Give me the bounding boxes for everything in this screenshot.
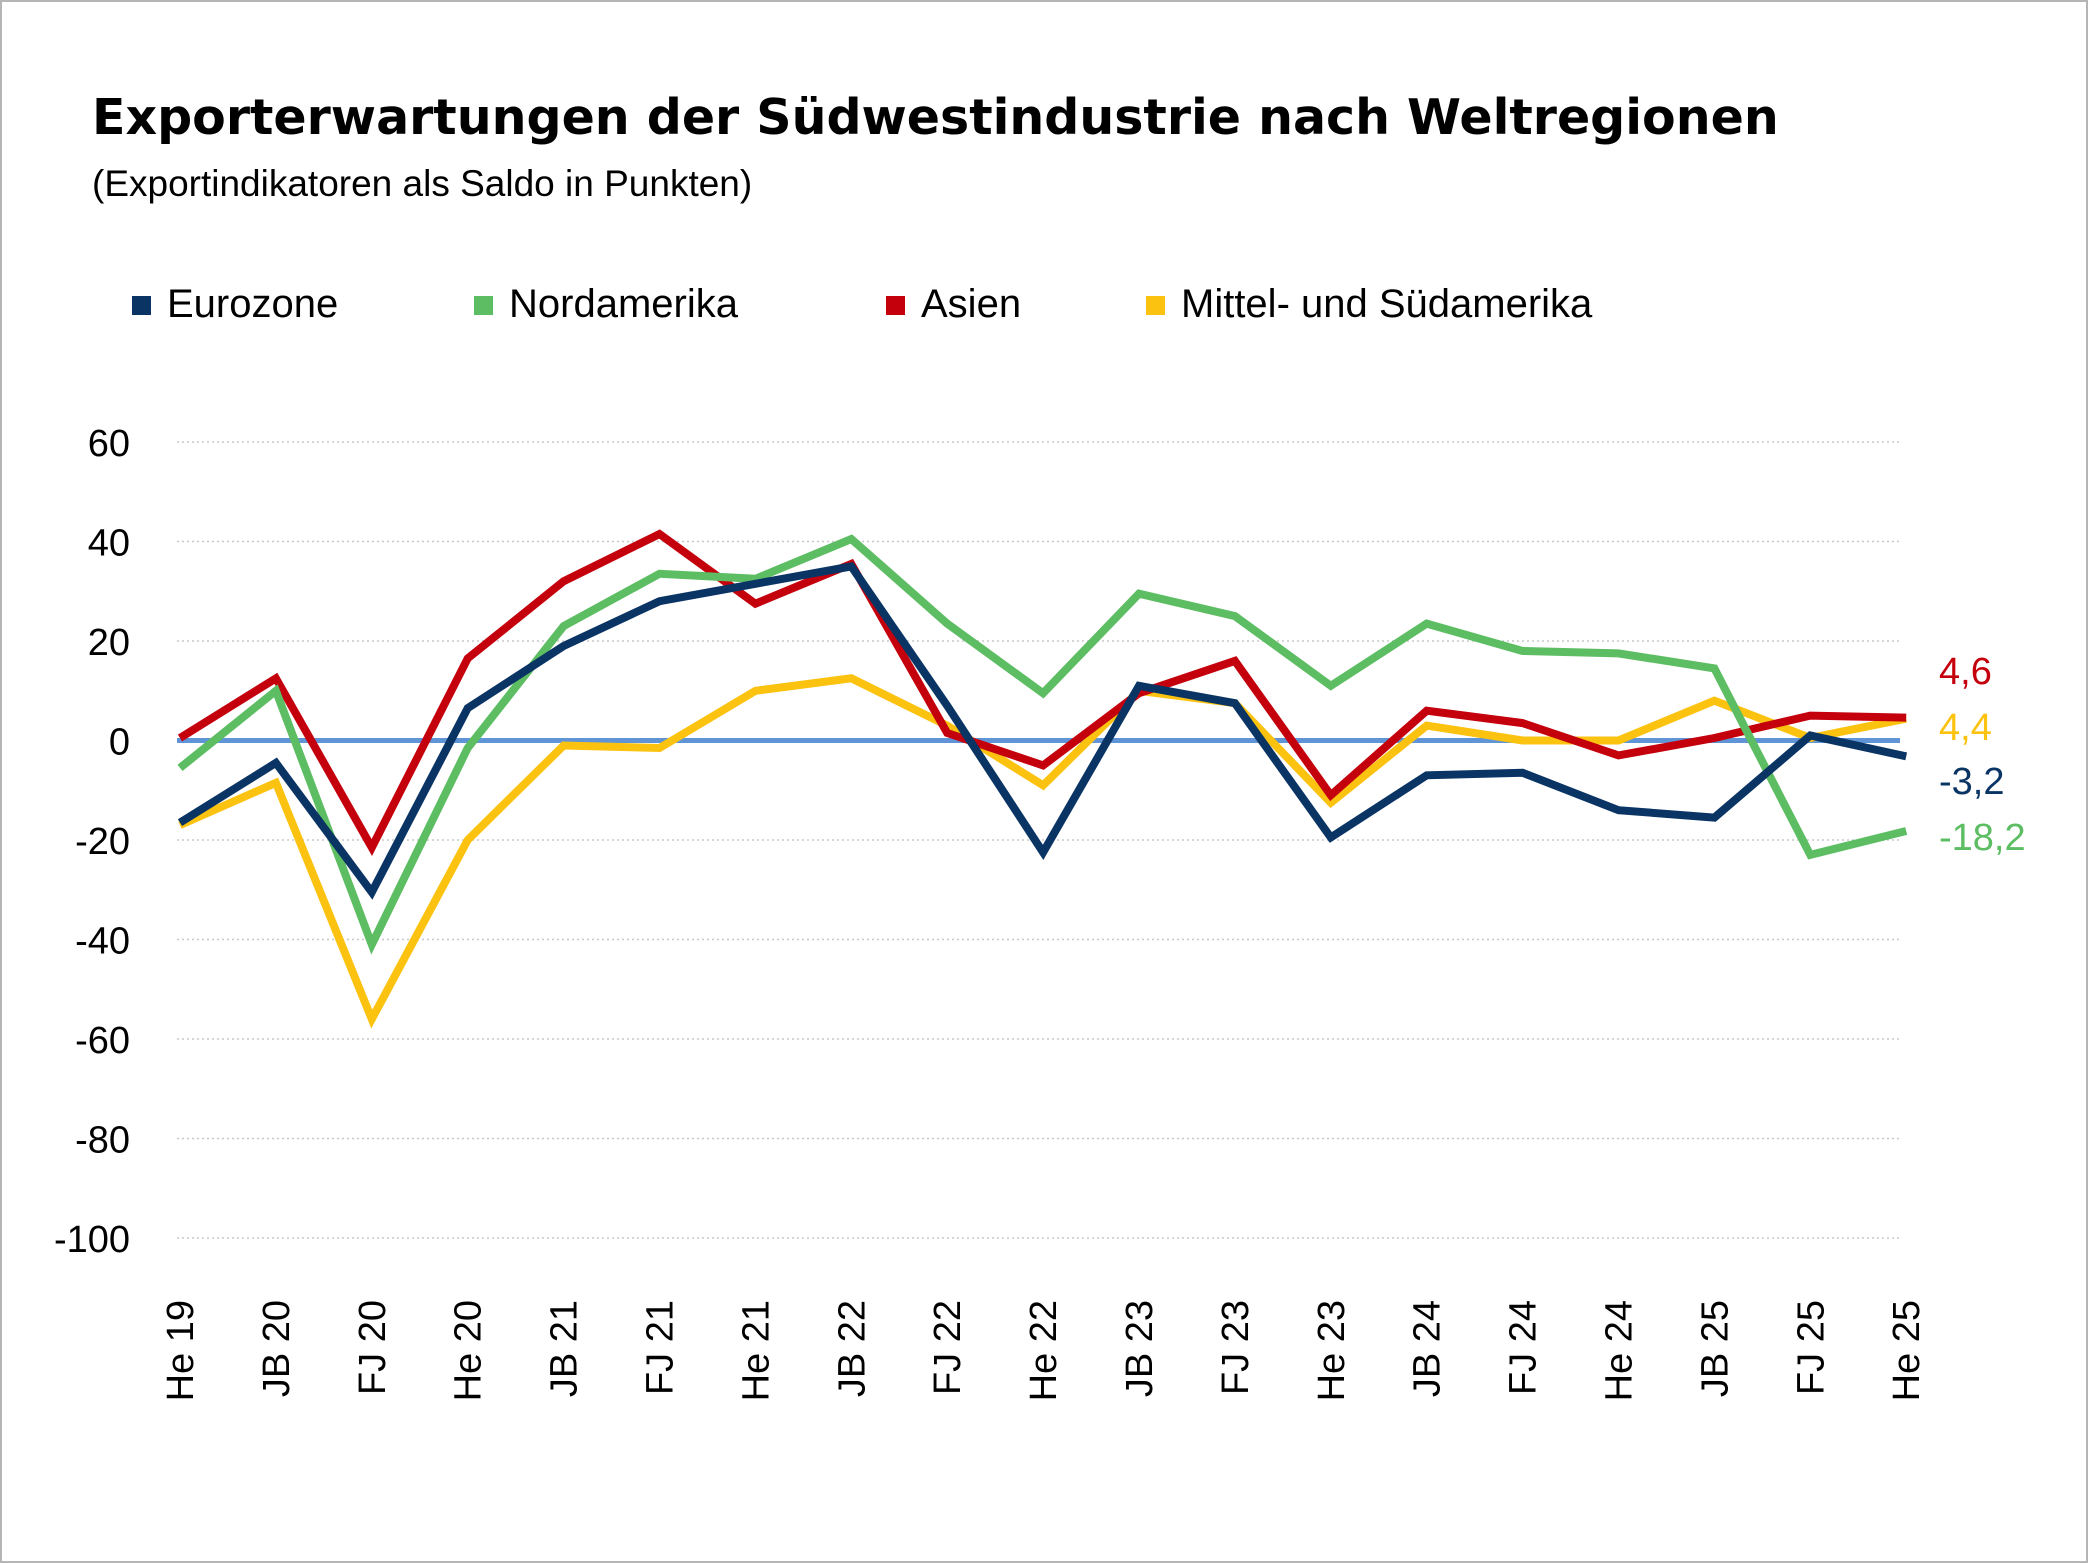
x-axis-tick-labels: He 19 JB 20 FJ 20 He 20 JB 21 FJ 21 He 21 JB 22…: [160, 1300, 1928, 1401]
x-tick-label: FJ 22: [927, 1300, 969, 1395]
x-tick-label: He 21: [735, 1300, 777, 1401]
x-tick-label: He 19: [160, 1300, 202, 1401]
x-tick-label: FJ 20: [352, 1300, 394, 1395]
x-tick-label: JB 24: [1407, 1300, 1449, 1397]
x-tick-label: FJ 21: [640, 1300, 682, 1395]
y-tick-label: -60: [75, 1020, 130, 1062]
legend-swatch-mittel-suedamerika: [1146, 296, 1165, 315]
legend-swatch-asien: [886, 296, 905, 315]
x-tick-label: FJ 25: [1790, 1300, 1832, 1395]
legend-label-mittel-suedamerika: Mittel- und Südamerika: [1181, 282, 1593, 326]
y-tick-label: 0: [109, 722, 130, 764]
chart-title: Exporterwartungen der Südwestindustrie n…: [92, 89, 1779, 146]
legend: Eurozone Nordamerika Asien Mittel- und S…: [132, 282, 1593, 326]
end-label-nordamerika: -18,2: [1939, 817, 2026, 859]
x-tick-label: FJ 24: [1503, 1300, 1545, 1395]
end-label-mittel-und-suedamerika: 4,4: [1939, 707, 1992, 749]
x-tick-label: He 23: [1311, 1300, 1353, 1401]
x-tick-label: JB 22: [831, 1300, 873, 1397]
y-tick-label: -40: [75, 921, 130, 963]
x-tick-label: JB 23: [1119, 1300, 1161, 1397]
chart-subtitle: (Exportindikatoren als Saldo in Punkten): [92, 163, 752, 204]
x-tick-label: FJ 23: [1215, 1300, 1257, 1395]
legend-label-eurozone: Eurozone: [167, 282, 338, 326]
y-tick-label: 40: [88, 523, 130, 565]
series-line-nordamerika: [177, 534, 1908, 955]
x-tick-label: JB 21: [544, 1300, 586, 1397]
legend-swatch-eurozone: [132, 296, 151, 315]
legend-label-nordamerika: Nordamerika: [509, 282, 739, 326]
end-value-labels: 4,4 4,6 -18,2 -3,2: [1939, 651, 2026, 859]
y-tick-label: 60: [88, 423, 130, 465]
x-tick-label: He 25: [1886, 1300, 1928, 1401]
x-tick-label: JB 25: [1694, 1300, 1736, 1397]
x-tick-label: He 24: [1599, 1300, 1641, 1401]
y-tick-label: 20: [88, 622, 130, 664]
legend-swatch-nordamerika: [474, 296, 493, 315]
legend-label-asien: Asien: [921, 282, 1021, 326]
y-axis-tick-labels: 60 40 20 0 -20 -40 -60 -80 -100: [54, 423, 130, 1261]
series-line-asien: [177, 529, 1907, 856]
y-tick-label: -20: [75, 821, 130, 863]
series-line-mittel-und-suedamerika: [178, 674, 1907, 1029]
series-line-eurozone: [177, 562, 1908, 900]
x-tick-label: JB 20: [256, 1300, 298, 1397]
series-lines: [177, 529, 1908, 1029]
y-tick-label: -100: [54, 1219, 130, 1261]
x-tick-label: He 22: [1023, 1300, 1065, 1401]
x-tick-label: He 20: [448, 1300, 490, 1401]
y-tick-label: -80: [75, 1120, 130, 1162]
end-label-asien: 4,6: [1939, 651, 1992, 693]
end-label-eurozone: -3,2: [1939, 761, 2004, 803]
